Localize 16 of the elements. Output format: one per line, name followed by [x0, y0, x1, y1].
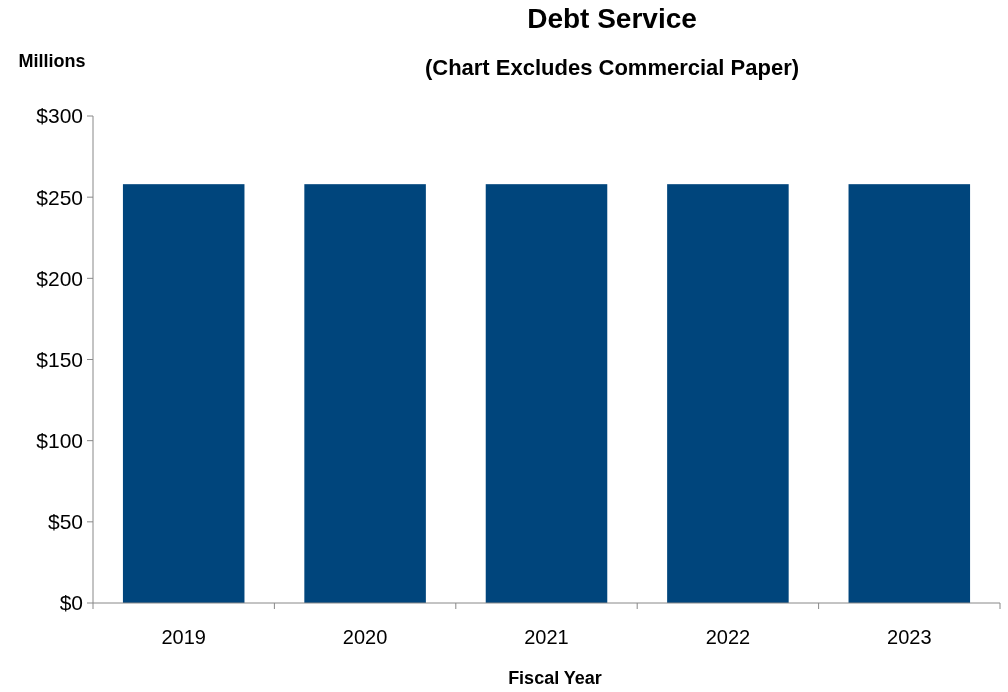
x-tick-label: 2020: [342, 626, 388, 648]
x-axis-title: Fiscal Year: [508, 668, 602, 688]
y-tick-label: $100: [36, 429, 83, 453]
y-tick-label: $50: [47, 510, 83, 534]
x-tick-label: 2019: [161, 626, 206, 648]
x-tick-label: 2021: [524, 626, 569, 648]
y-tick-label: $300: [36, 104, 83, 128]
chart-subtitle: (Chart Excludes Commercial Paper): [424, 55, 800, 80]
y-tick-label: $200: [36, 266, 83, 290]
y-tick-label: $150: [36, 347, 83, 371]
chart-title: Debt Service: [527, 3, 697, 34]
y-tick-label: $0: [59, 591, 83, 615]
x-tick-label: 2022: [705, 626, 751, 648]
y-axis-title: Millions: [18, 51, 86, 71]
x-tick-label: 2023: [887, 626, 932, 648]
y-tick-label: $250: [36, 185, 83, 209]
